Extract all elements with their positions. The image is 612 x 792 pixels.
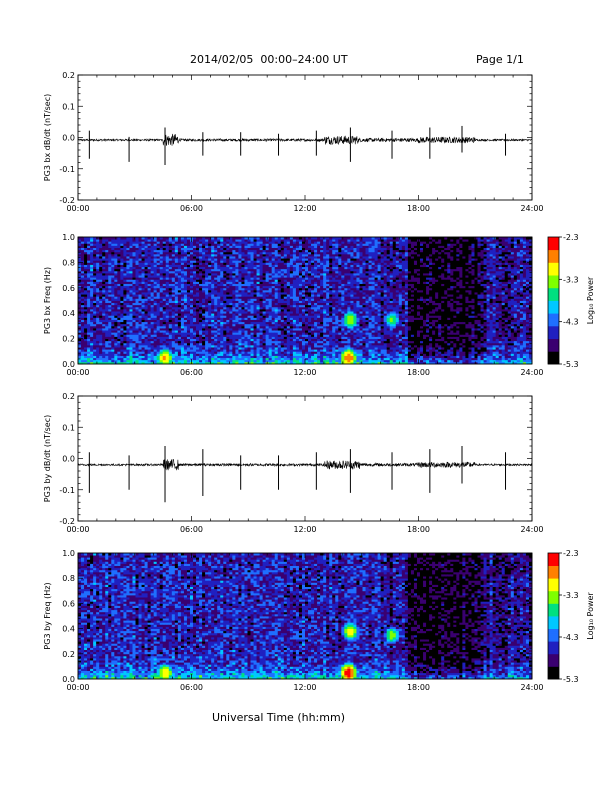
y-tick-label: 0.0 xyxy=(62,360,75,369)
signal-trace xyxy=(77,133,533,146)
y-tick-label: 0.8 xyxy=(62,258,75,267)
x-tick-label: 06:00 xyxy=(180,683,203,692)
y-tick-label: 0.6 xyxy=(62,599,75,608)
colorbar-label: Log₁₀ Power xyxy=(586,276,595,324)
x-tick-label: 06:00 xyxy=(180,204,203,213)
x-tick-label: 00:00 xyxy=(66,683,89,692)
x-tick-label: 24:00 xyxy=(520,525,543,534)
y-tick-label: 0.2 xyxy=(62,335,75,344)
y-tick-label: -0.2 xyxy=(59,517,75,526)
x-tick-label: 00:00 xyxy=(66,204,89,213)
y-tick-label: -0.2 xyxy=(59,196,75,205)
y-tick-label: -0.1 xyxy=(59,165,75,174)
x-tick-label: 24:00 xyxy=(520,368,543,377)
x-tick-label: 18:00 xyxy=(407,525,430,534)
colorbar xyxy=(548,237,559,365)
x-axis-title: Universal Time (hh:mm) xyxy=(212,711,345,724)
y-axis-label: PG3 bx dB/dt (nT/sec) xyxy=(43,94,52,181)
signal-trace xyxy=(77,459,533,471)
colorbar xyxy=(548,553,559,680)
x-tick-label: 06:00 xyxy=(180,525,203,534)
x-tick-label: 12:00 xyxy=(293,204,316,213)
plot-frame xyxy=(77,395,533,522)
y-tick-label: 0.1 xyxy=(62,423,75,432)
y-axis-label: PG3 bx Freq (Hz) xyxy=(43,267,52,334)
y-tick-label: 0.1 xyxy=(62,102,75,111)
x-tick-label: 00:00 xyxy=(66,368,89,377)
y-tick-label: 0.0 xyxy=(62,455,75,464)
y-tick-label: 0.2 xyxy=(62,392,75,401)
x-tick-label: 24:00 xyxy=(520,204,543,213)
colorbar-frame xyxy=(547,552,560,680)
colorbar-tick-label: -3.3 xyxy=(563,275,579,284)
colorbar-tick-label: -4.3 xyxy=(563,633,579,642)
x-tick-label: 12:00 xyxy=(293,368,316,377)
y-tick-label: 0.0 xyxy=(62,134,75,143)
x-tick-label: 06:00 xyxy=(180,368,203,377)
x-tick-label: 18:00 xyxy=(407,683,430,692)
y-tick-label: 1.0 xyxy=(62,549,75,558)
page-number: Page 1/1 xyxy=(476,53,524,66)
y-axis-label: PG3 by Freq (Hz) xyxy=(43,582,52,649)
y-tick-label: 1.0 xyxy=(62,233,75,242)
y-tick-label: -0.1 xyxy=(59,486,75,495)
header-title: 2014/02/05 00:00–24:00 UT xyxy=(190,53,348,66)
y-tick-label: 0.2 xyxy=(62,71,75,80)
x-tick-label: 18:00 xyxy=(407,368,430,377)
colorbar-tick-label: -5.3 xyxy=(563,360,579,369)
colorbar-tick-label: -5.3 xyxy=(563,675,579,684)
y-tick-label: 0.4 xyxy=(62,625,75,634)
spectrogram-cells xyxy=(78,553,533,680)
y-tick-label: 0.8 xyxy=(62,574,75,583)
x-tick-label: 24:00 xyxy=(520,683,543,692)
colorbar-label: Log₁₀ Power xyxy=(586,592,595,640)
x-tick-label: 12:00 xyxy=(293,683,316,692)
spectrogram-cells xyxy=(78,237,533,365)
plot-frame xyxy=(77,74,533,201)
colorbar-tick-label: -2.3 xyxy=(563,549,579,558)
x-tick-label: 18:00 xyxy=(407,204,430,213)
y-tick-label: 0.0 xyxy=(62,675,75,684)
x-tick-label: 12:00 xyxy=(293,525,316,534)
y-tick-label: 0.6 xyxy=(62,284,75,293)
y-tick-label: 0.2 xyxy=(62,650,75,659)
colorbar-tick-label: -2.3 xyxy=(563,233,579,242)
colorbar-tick-label: -4.3 xyxy=(563,318,579,327)
y-axis-label: PG3 by dB/dt (nT/sec) xyxy=(43,415,52,502)
colorbar-frame xyxy=(547,236,560,365)
colorbar-tick-label: -3.3 xyxy=(563,591,579,600)
x-tick-label: 00:00 xyxy=(66,525,89,534)
y-tick-label: 0.4 xyxy=(62,309,75,318)
